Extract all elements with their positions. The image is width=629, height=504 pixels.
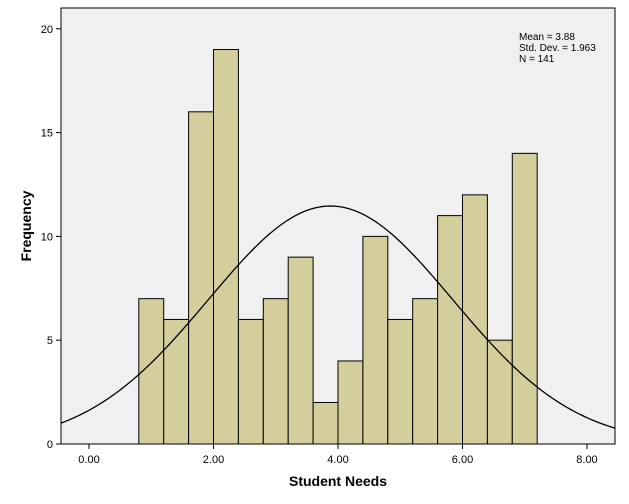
x-tick-label: 6.00: [452, 454, 473, 466]
y-tick-label: 5: [47, 335, 53, 347]
stats-std-dev: Std. Dev. = 1.963: [519, 43, 596, 54]
histogram-bar: [412, 298, 439, 445]
histogram-bar: [387, 318, 414, 445]
histogram-bar: [163, 318, 190, 445]
histogram-bar: [511, 152, 538, 445]
histogram-bar: [362, 235, 389, 445]
stats-box: Mean = 3.88 Std. Dev. = 1.963 N = 141: [519, 32, 596, 65]
x-axis: 0.00 2.00 4.00 6.00 8.00: [78, 444, 598, 466]
histogram-bar: [437, 215, 463, 445]
stats-mean: Mean = 3.88: [519, 32, 575, 43]
histogram-bar: [213, 49, 239, 445]
histogram-bar: [262, 298, 289, 445]
y-tick-label: 0: [47, 439, 53, 451]
y-axis: 0 5 10 15 20: [41, 24, 61, 451]
histogram-bar: [237, 318, 264, 445]
normal-curve: [60, 205, 616, 429]
y-tick-label: 15: [41, 128, 53, 140]
x-tick-label: 8.00: [576, 454, 597, 466]
histogram-bar: [188, 111, 215, 445]
x-axis-title: Student Needs: [289, 473, 387, 489]
histogram-bar: [287, 256, 314, 445]
x-tick-label: 2.00: [203, 454, 224, 466]
y-tick-label: 10: [41, 231, 53, 243]
y-tick-label: 20: [41, 24, 53, 36]
stats-n: N = 141: [519, 54, 555, 65]
histogram-bar: [461, 194, 488, 445]
histogram-bar: [312, 401, 339, 445]
y-axis-title: Frequency: [18, 190, 34, 261]
x-tick-label: 4.00: [327, 454, 348, 466]
bars-group: [138, 49, 538, 445]
x-tick-label: 0.00: [78, 454, 99, 466]
histogram-bar: [337, 360, 364, 445]
histogram-bar: [486, 339, 513, 445]
